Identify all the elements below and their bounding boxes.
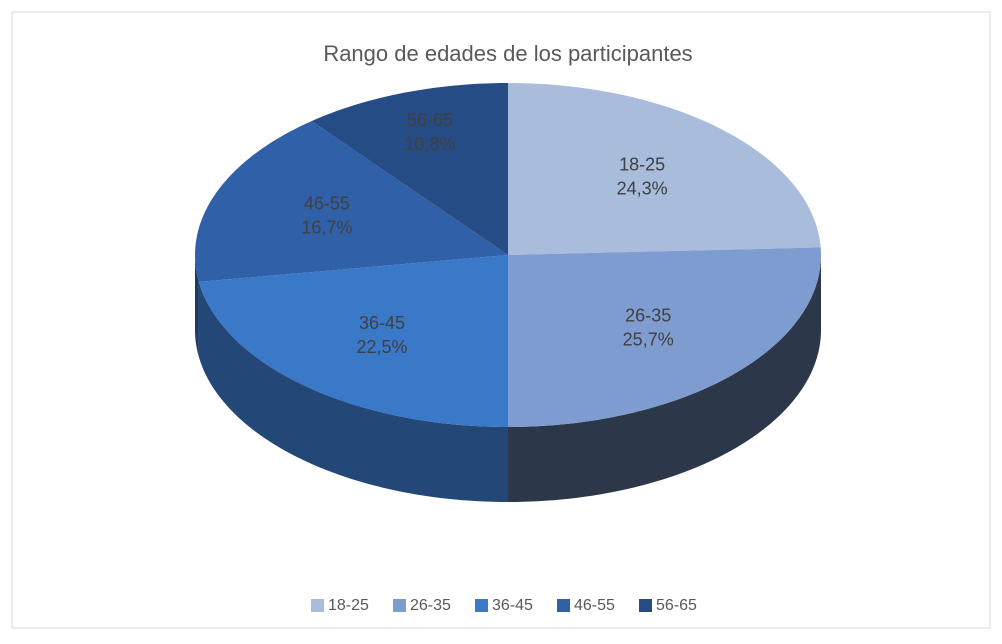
legend-label: 56-65 [656,597,697,614]
legend-label: 26-35 [410,597,451,614]
chart-title: Rango de edades de los participantes [323,41,692,66]
legend-label: 18-25 [328,597,369,614]
data-label-value: 16,7% [301,217,352,237]
legend-swatch [393,599,406,612]
legend-label: 46-55 [574,597,615,614]
slice [198,255,508,427]
data-label-value: 22,5% [356,337,407,357]
data-label-value: 25,7% [623,329,674,349]
slice-side [198,281,508,502]
slice [311,83,508,255]
slice-side [508,255,821,502]
data-label-category: 26-35 [625,305,671,325]
legend-label: 36-45 [492,597,533,614]
legend-swatch [639,599,652,612]
data-label-category: 56-65 [407,110,453,130]
slice [508,83,821,255]
data-label-value: 10,8% [404,134,455,154]
legend-swatch [475,599,488,612]
slice [195,121,509,282]
data-label-value: 24,3% [617,179,668,199]
slice-side [195,255,199,357]
legend-swatch [557,599,570,612]
data-label-category: 18-25 [619,155,665,175]
data-label-category: 46-55 [304,193,350,213]
legend-swatch [311,599,324,612]
data-label-category: 36-45 [359,313,405,333]
slice [508,247,821,427]
